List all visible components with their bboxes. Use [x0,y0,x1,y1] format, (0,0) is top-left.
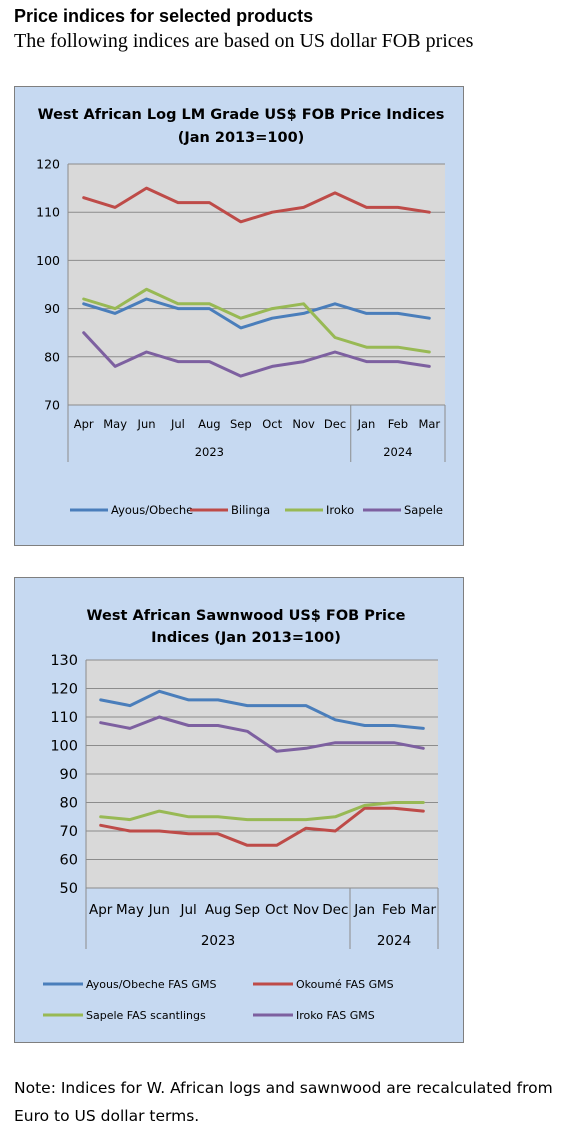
x-tick-label: Feb [382,902,406,918]
year-group-label: 2023 [201,933,235,949]
x-tick-label: Jun [148,902,170,918]
legend-label-1: Bilinga [231,503,270,517]
chart-subtitle: (Jan 2013=100) [178,130,305,146]
series-line-1 [99,806,425,847]
y-tick-label: 130 [50,653,78,669]
year-group-label: 2023 [195,445,224,459]
x-tick-label: Oct [265,902,288,918]
y-tick-label: 110 [36,205,60,220]
log-price-chart-frame: West African Log LM Grade US$ FOB Price … [14,86,464,546]
x-tick-label: May [116,902,144,918]
y-tick-label: 70 [44,398,60,413]
year-group-label: 2024 [383,445,412,459]
x-tick-label: Feb [388,417,408,431]
y-tick-label: 100 [50,739,78,755]
x-tick-label: Mar [418,417,440,431]
y-tick-label: 90 [60,767,78,783]
legend-label-2: Sapele FAS scantlings [86,1009,206,1022]
x-tick-label: Sep [230,417,252,431]
series-line-2 [99,801,425,822]
x-tick-label: Apr [89,902,113,918]
sawnwood-price-chart-frame: West African Sawnwood US$ FOB Price Indic… [14,577,464,1043]
log-price-chart: West African Log LM Grade US$ FOB Price … [36,107,446,517]
plot-area [68,164,445,405]
x-tick-label: Jul [180,902,197,918]
x-tick-label: Jul [170,417,185,431]
series-line-2 [82,287,431,354]
y-tick-label: 120 [50,682,78,698]
x-tick-label: Nov [292,417,315,431]
x-tick-label: Jan [357,417,376,431]
series-line-0 [99,689,425,730]
sawnwood-price-chart: West African Sawnwood US$ FOB Price Indic… [43,608,439,1022]
legend-label-3: Iroko FAS GMS [296,1009,375,1022]
chart-subtitle: Indices (Jan 2013=100) [151,630,341,646]
x-tick-label: May [103,417,127,431]
x-tick-label: Sep [235,902,260,918]
legend-label-3: Sapele [404,503,443,517]
y-tick-label: 80 [44,349,60,364]
chart-title: West African Sawnwood US$ FOB Price [87,608,406,624]
x-tick-label: Aug [198,417,220,431]
series-line-3 [99,715,425,753]
y-tick-label: 70 [60,824,78,840]
series-line-1 [82,186,431,224]
y-tick-label: 100 [36,253,60,268]
x-tick-label: Oct [262,417,282,431]
y-tick-label: 110 [50,710,78,726]
x-tick-label: Aug [205,902,231,918]
y-tick-label: 60 [60,853,78,869]
chart-title: West African Log LM Grade US$ FOB Price … [38,107,445,123]
page-subheading: The following indices are based on US do… [14,30,474,52]
year-group-label: 2024 [377,933,411,949]
x-tick-label: Apr [74,417,94,431]
y-tick-label: 50 [60,881,78,897]
x-tick-label: Jan [353,902,375,918]
series-line-0 [82,297,431,330]
x-tick-label: Dec [324,417,346,431]
x-tick-label: Mar [411,902,437,918]
legend-label-0: Ayous/Obeche [111,503,193,517]
y-tick-label: 120 [36,157,60,172]
y-tick-label: 90 [44,301,60,316]
x-tick-label: Dec [322,902,348,918]
legend-label-0: Ayous/Obeche FAS GMS [86,978,216,991]
y-tick-label: 80 [60,796,78,812]
footnote: Note: Indices for W. African logs and sa… [14,1079,553,1125]
x-tick-label: Nov [293,902,319,918]
page-heading: Price indices for selected products [14,6,314,26]
x-tick-label: Jun [137,417,156,431]
legend-label-1: Okoumé FAS GMS [296,978,394,991]
legend-label-2: Iroko [326,503,354,517]
series-line-3 [82,331,431,378]
